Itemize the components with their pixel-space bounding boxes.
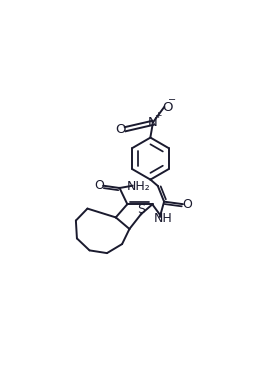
Text: N: N	[148, 117, 157, 129]
Text: O: O	[182, 198, 192, 211]
Text: −: −	[169, 95, 176, 105]
Text: NH: NH	[154, 212, 172, 225]
Text: O: O	[115, 123, 126, 136]
Text: NH₂: NH₂	[127, 179, 150, 193]
Text: O: O	[163, 100, 173, 114]
Text: S: S	[138, 203, 146, 216]
Text: O: O	[95, 179, 104, 192]
Text: +: +	[154, 111, 162, 120]
